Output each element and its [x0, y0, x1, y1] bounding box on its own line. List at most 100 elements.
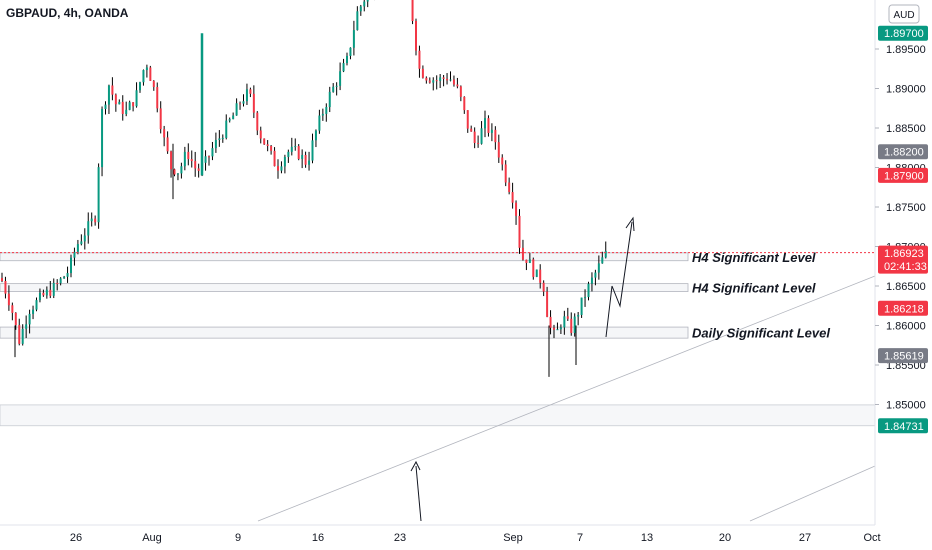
candle: [563, 310, 566, 335]
candle-body: [584, 297, 587, 299]
candle: [101, 106, 104, 177]
candle: [335, 82, 338, 96]
trend-line-upper: [257, 275, 876, 522]
candle: [159, 101, 162, 134]
candle-body: [525, 259, 528, 263]
price-badge-label: 1.88200: [884, 147, 924, 159]
candle: [139, 81, 141, 93]
candle-body: [304, 154, 307, 165]
trend-lines: [257, 275, 876, 522]
time-tick-label: 27: [799, 532, 811, 544]
candle: [359, 4, 362, 16]
candle: [25, 315, 28, 339]
candle-body: [211, 148, 214, 157]
candle-body: [121, 101, 124, 115]
candle: [418, 45, 421, 78]
price-badge-label: 1.85619: [884, 351, 924, 363]
candle-body: [594, 272, 597, 278]
candle: [432, 77, 435, 91]
candle-body: [570, 318, 573, 333]
candle-body: [528, 259, 531, 263]
candle-body: [290, 146, 293, 152]
candle-body: [332, 86, 335, 92]
countdown-label: 02:41:33: [884, 261, 927, 273]
price-badge: 1.86218: [878, 300, 928, 316]
candle: [570, 312, 573, 336]
price-tick-label: 1.85000: [886, 400, 926, 412]
candle: [587, 281, 590, 301]
candle-body: [425, 77, 428, 81]
candle-body: [511, 192, 514, 203]
currency-button[interactable]: AUD: [888, 4, 920, 24]
candle-body: [356, 11, 359, 31]
candle: [487, 115, 490, 137]
candle: [45, 286, 48, 299]
candle: [490, 123, 493, 142]
candle-body: [218, 138, 221, 141]
candle: [32, 305, 35, 320]
candle-body: [518, 215, 521, 248]
candle: [528, 253, 531, 264]
candle: [90, 212, 93, 227]
candle: [259, 126, 262, 144]
candle-body: [256, 112, 259, 131]
candle: [225, 114, 228, 140]
candle: [497, 134, 500, 163]
candle-body: [32, 309, 35, 314]
candle-body: [515, 202, 518, 216]
candle: [314, 129, 317, 148]
projection-arrow-head: [625, 216, 635, 232]
candle: [249, 87, 252, 98]
candle: [7, 285, 10, 311]
candle: [63, 275, 66, 279]
candle: [577, 312, 580, 326]
price-badges: 1.897001.882001.879001.8692302:41:331.86…: [878, 25, 928, 434]
candle-body: [90, 218, 93, 222]
candle-body: [28, 313, 31, 325]
price-badge-label: 1.86218: [884, 303, 924, 315]
chart-title: GBPAUD, 4h, OANDA: [6, 6, 129, 20]
candle: [239, 101, 242, 110]
candle-body: [342, 63, 345, 72]
candle-body: [359, 6, 362, 12]
candle: [597, 255, 600, 280]
price-badge-label: 1.89700: [884, 28, 924, 40]
candle-body: [208, 156, 210, 158]
candle: [501, 154, 504, 171]
candle: [245, 83, 248, 106]
price-tick-label: 1.89000: [886, 84, 926, 96]
candle-body: [363, 1, 366, 7]
candle-body: [308, 160, 311, 165]
candle-body: [59, 278, 62, 284]
candle-body: [311, 140, 314, 161]
price-badge-bg: [878, 245, 928, 274]
candle-body: [349, 47, 352, 56]
candle-body: [521, 247, 524, 260]
candle: [273, 147, 276, 167]
candle-body: [73, 251, 76, 258]
candle: [235, 98, 238, 116]
candle-body: [42, 292, 45, 296]
candle: [477, 135, 480, 148]
candle: [52, 278, 55, 299]
candle: [339, 62, 342, 91]
candle-body: [190, 159, 193, 162]
candle: [204, 150, 207, 171]
candle-body: [559, 327, 562, 330]
candle: [525, 259, 528, 271]
candle-body: [45, 289, 48, 296]
candle-body: [176, 173, 179, 175]
price-tick-label: 1.89500: [886, 44, 926, 56]
candle-body: [346, 55, 348, 64]
candle: [535, 269, 538, 278]
candle: [1, 272, 3, 283]
candle-body: [235, 103, 238, 116]
candle-body: [35, 300, 38, 310]
candle-body: [563, 316, 566, 328]
candle-body: [63, 276, 66, 279]
candle: [114, 93, 117, 112]
candle-body: [221, 137, 224, 139]
candle-body: [183, 151, 186, 167]
candle-body: [111, 85, 114, 95]
